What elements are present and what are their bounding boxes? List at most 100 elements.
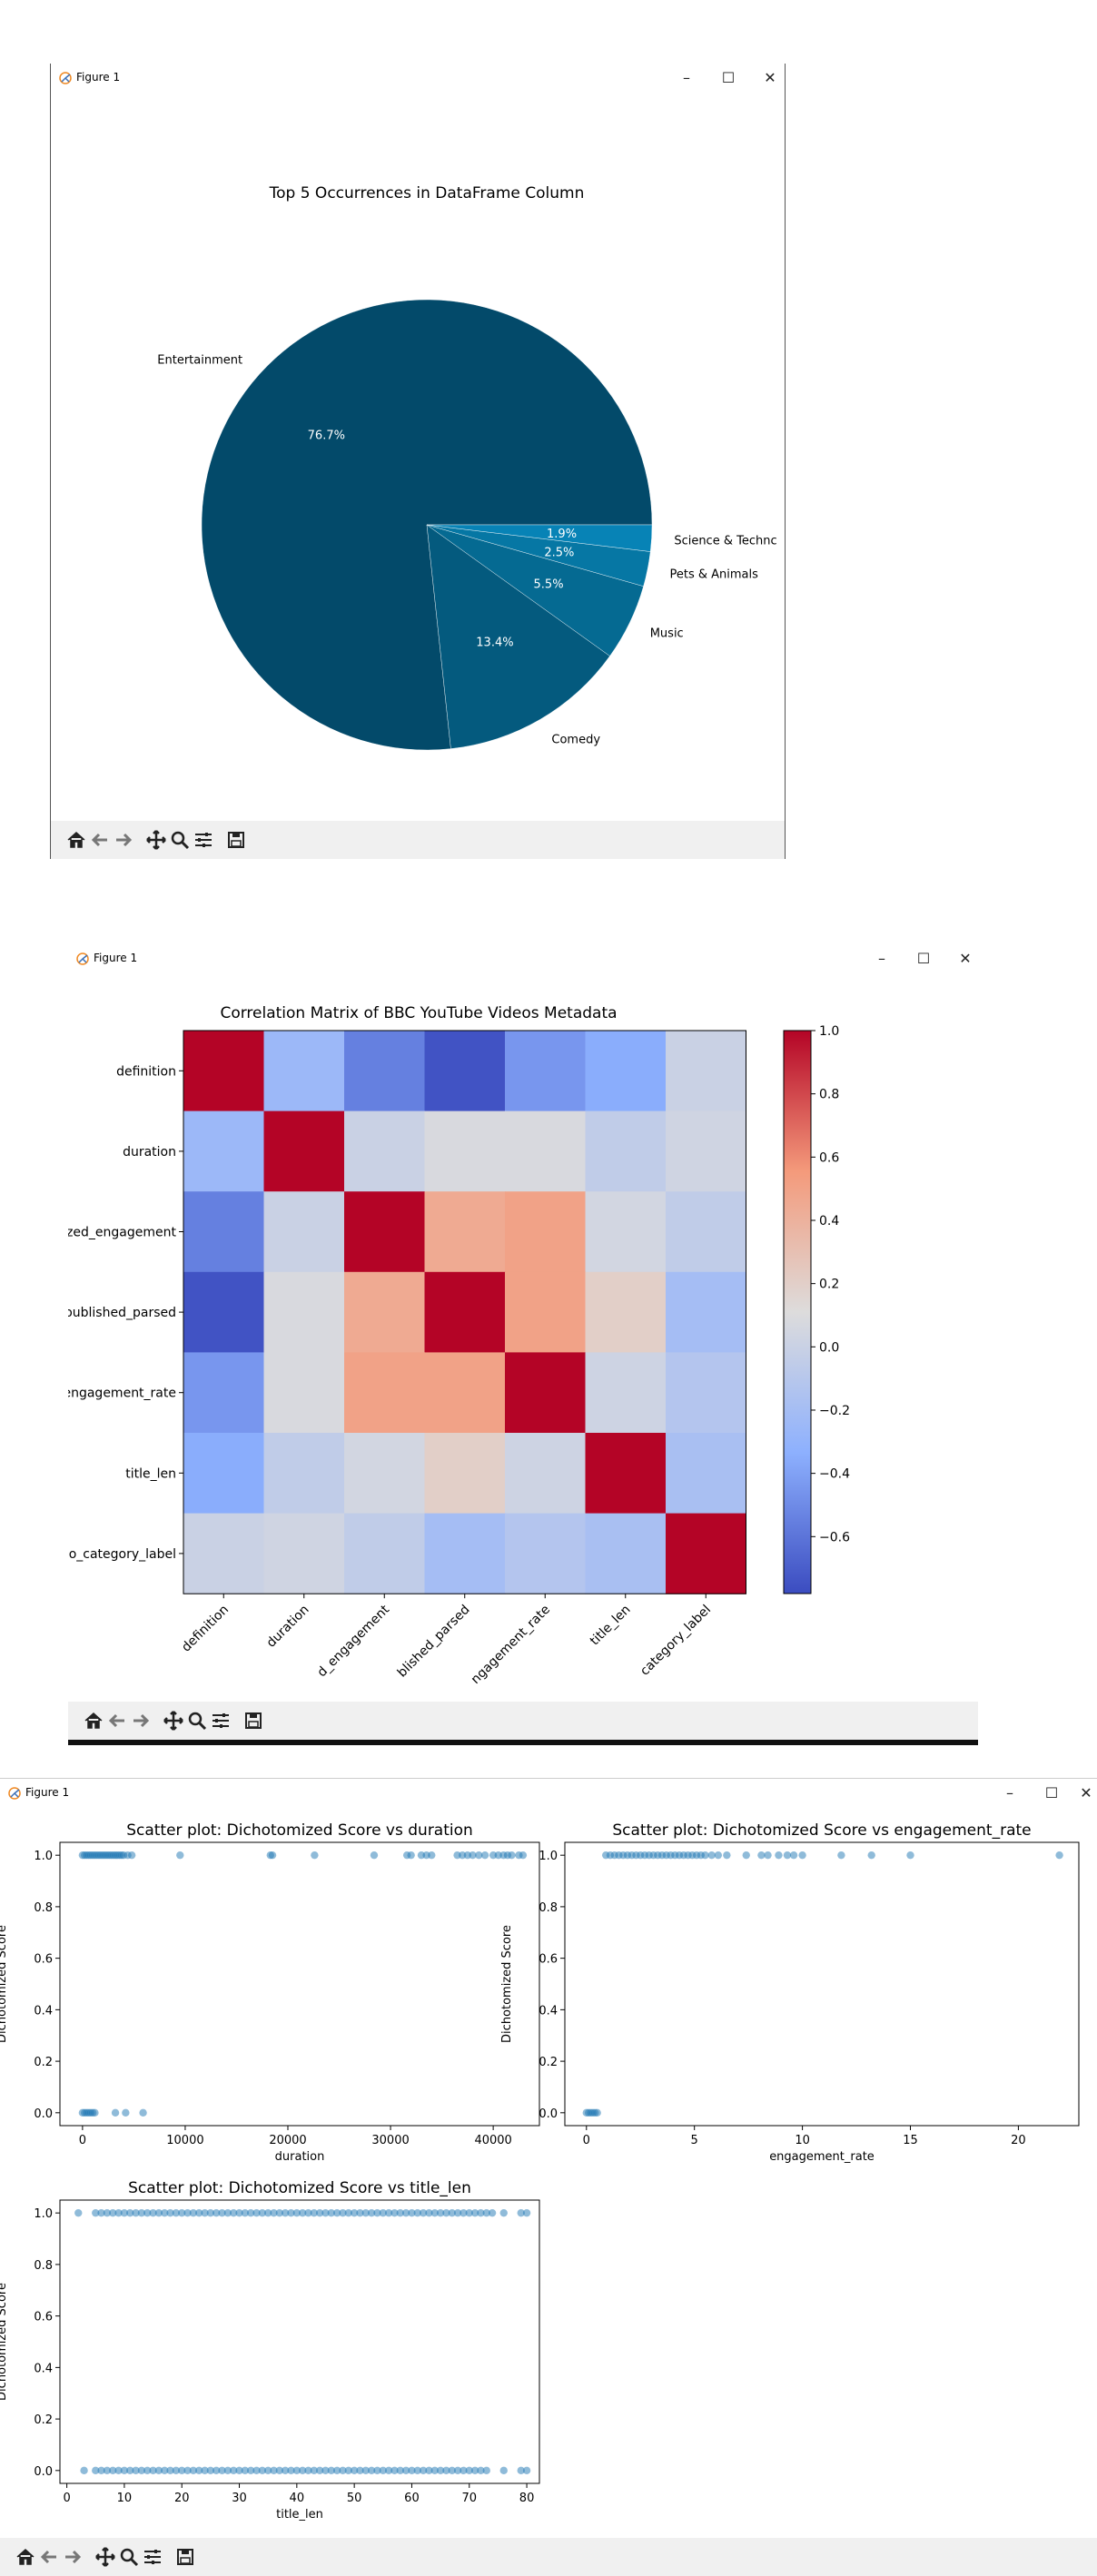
scatter-point <box>425 2466 433 2475</box>
x-tick-label: 10000 <box>166 2134 203 2147</box>
scatter-point <box>401 2466 410 2475</box>
heatmap-cell <box>666 1031 746 1112</box>
home-button[interactable] <box>65 829 87 851</box>
heatmap-chart: Correlation Matrix of BBC YouTube Videos… <box>68 1004 850 1687</box>
scatter-point <box>298 2208 307 2217</box>
scatter-point <box>522 2208 531 2217</box>
plot-frame <box>564 1841 1080 2127</box>
scatter-point <box>229 2208 238 2217</box>
scatter-point <box>270 2466 278 2475</box>
scatter-point <box>522 2466 531 2475</box>
scatter-point <box>390 2208 399 2217</box>
scatter-point <box>419 2466 428 2475</box>
scatter-point <box>275 2208 284 2217</box>
minimize-button[interactable]: – <box>878 950 885 967</box>
configure-button[interactable] <box>193 829 214 851</box>
y-tick-label: 1.0 <box>34 1850 53 1863</box>
heatmap-cell <box>263 1110 345 1192</box>
scatter-point <box>103 2466 112 2475</box>
scatter-point <box>176 1851 184 1860</box>
colorbar-tick-label: −0.6 <box>819 1530 850 1545</box>
close-button[interactable]: ✕ <box>959 950 972 967</box>
scatter-point <box>367 2208 376 2217</box>
scatter-point <box>593 2108 601 2117</box>
scatter-point <box>436 2466 445 2475</box>
scatter-point <box>430 2466 439 2475</box>
x-axis-label: title_len <box>276 2508 323 2522</box>
pie-category-label: Pets & Animals <box>669 568 758 582</box>
scatter-point <box>154 2466 163 2475</box>
close-button[interactable]: ✕ <box>764 69 776 86</box>
heatmap-cell <box>424 1513 506 1594</box>
window-title: Figure 1 <box>94 952 138 964</box>
back-button[interactable] <box>89 829 111 851</box>
forward-button[interactable] <box>113 829 134 851</box>
matplotlib-logo-icon <box>59 72 72 84</box>
scatter-point <box>508 1851 516 1860</box>
home-button[interactable] <box>15 2546 36 2568</box>
heatmap-cell <box>344 1513 425 1594</box>
scatter-point <box>390 2466 399 2475</box>
scatter-point <box>149 2208 157 2217</box>
maximize-button[interactable]: ☐ <box>916 950 931 967</box>
save-button[interactable] <box>225 829 247 851</box>
figure-window-3: Figure 1 – ☐ ✕ Scatter plot: Dichotomize… <box>0 1778 1097 2576</box>
heatmap-row-label: oublished_parsed <box>68 1306 176 1320</box>
scatter-point <box>292 2208 301 2217</box>
back-button[interactable] <box>38 2546 60 2568</box>
scatter-point <box>235 2466 243 2475</box>
maximize-button[interactable]: ☐ <box>1044 1784 1059 1801</box>
scatter-point <box>212 2208 221 2217</box>
scatter-point <box>206 2466 215 2475</box>
scatter-point <box>775 1851 783 1860</box>
pan-button[interactable] <box>145 829 167 851</box>
save-button[interactable] <box>174 2546 196 2568</box>
heatmap-cell <box>666 1271 746 1353</box>
colorbar-tick-label: 0.4 <box>819 1214 839 1229</box>
zoom-button[interactable] <box>186 1710 208 1732</box>
scatter-point <box>480 1851 489 1860</box>
configure-button[interactable] <box>210 1710 232 1732</box>
scatter-point <box>757 1851 766 1860</box>
x-tick-label: 0 <box>63 2492 70 2505</box>
x-tick-label: 20000 <box>269 2134 306 2147</box>
scatter-point <box>127 1851 136 1860</box>
pan-button[interactable] <box>94 2546 116 2568</box>
heatmap-col-label: d_engagement <box>315 1602 393 1680</box>
configure-button[interactable] <box>142 2546 163 2568</box>
colorbar-tick-label: 0.0 <box>819 1340 839 1355</box>
scatter-point <box>270 2208 278 2217</box>
save-button[interactable] <box>242 1710 264 1732</box>
window-title: Figure 1 <box>76 71 121 84</box>
x-tick-label: 0 <box>79 2134 86 2147</box>
scatter-point <box>469 1851 477 1860</box>
heatmap-cell <box>424 1352 506 1434</box>
scatter-point <box>252 2208 261 2217</box>
scatter-point <box>252 2466 261 2475</box>
y-tick-label: 0.6 <box>34 2311 53 2324</box>
back-button[interactable] <box>106 1710 128 1732</box>
window-titlebar: Figure 1 – ☐ ✕ <box>0 1779 1097 1808</box>
colorbar-tick-label: −0.4 <box>819 1467 850 1482</box>
home-button[interactable] <box>83 1710 104 1732</box>
heatmap-cell <box>263 1271 345 1353</box>
minimize-button[interactable]: – <box>1006 1784 1013 1801</box>
heatmap-cell <box>183 1433 264 1515</box>
heatmap-col-label: blished_parsed <box>395 1603 473 1681</box>
scatter-point <box>798 1851 806 1860</box>
heatmap-col-label: definition <box>179 1603 232 1655</box>
zoom-button[interactable] <box>118 2546 140 2568</box>
close-button[interactable]: ✕ <box>1080 1784 1092 1801</box>
zoom-button[interactable] <box>169 829 191 851</box>
maximize-button[interactable]: ☐ <box>721 69 736 86</box>
minimize-button[interactable]: – <box>683 69 690 86</box>
scatter-point <box>114 2208 123 2217</box>
scatter-point <box>223 2208 232 2217</box>
pie-pct-label: 1.9% <box>547 528 577 541</box>
scatter-point <box>350 2466 359 2475</box>
forward-button[interactable] <box>62 2546 84 2568</box>
scatter-point <box>321 2466 330 2475</box>
scatter-point <box>408 2466 416 2475</box>
pan-button[interactable] <box>163 1710 184 1732</box>
forward-button[interactable] <box>130 1710 152 1732</box>
